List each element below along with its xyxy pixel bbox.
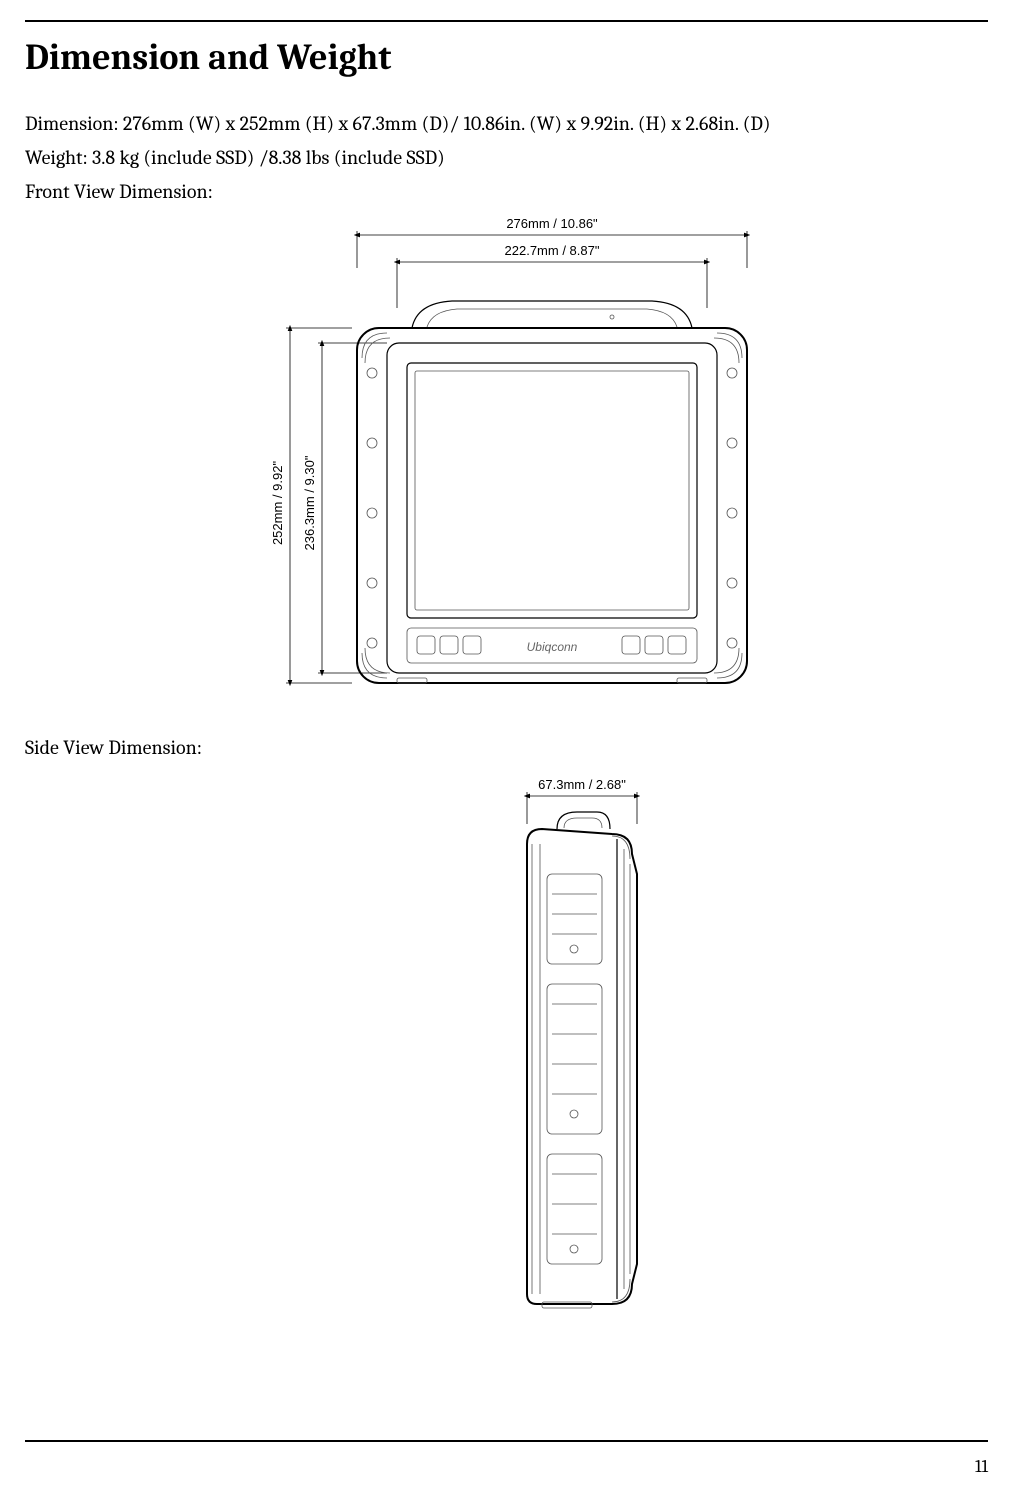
page-number: 11 xyxy=(975,1456,988,1477)
front-view-label: Front View Dimension: xyxy=(25,176,988,208)
depth-label: 67.3mm / 2.68" xyxy=(538,777,626,792)
page-title: Dimension and Weight xyxy=(25,37,988,78)
bottom-rule xyxy=(25,1440,988,1442)
weight-spec: Weight: 3.8 kg (include SSD) /8.38 lbs (… xyxy=(25,142,988,174)
top-rule xyxy=(25,20,988,22)
side-view-diagram: 67.3mm / 2.68" xyxy=(25,769,988,1328)
side-view-svg: 67.3mm / 2.68" xyxy=(432,774,732,1324)
front-view-diagram: 276mm / 10.86" 222.7mm / 8.87" 252mm / 9… xyxy=(25,213,988,727)
brand-label: Ubiqconn xyxy=(526,640,577,654)
side-view-label: Side View Dimension: xyxy=(25,732,988,764)
dimension-spec: Dimension: 276mm (W) x 252mm (H) x 67.3m… xyxy=(25,108,988,140)
inner-height-label: 236.3mm / 9.30" xyxy=(302,455,317,550)
front-view-svg: 276mm / 10.86" 222.7mm / 8.87" 252mm / 9… xyxy=(252,213,812,723)
outer-height-label: 252mm / 9.92" xyxy=(270,461,285,545)
outer-width-label: 276mm / 10.86" xyxy=(506,216,598,231)
inner-width-label: 222.7mm / 8.87" xyxy=(504,243,599,258)
